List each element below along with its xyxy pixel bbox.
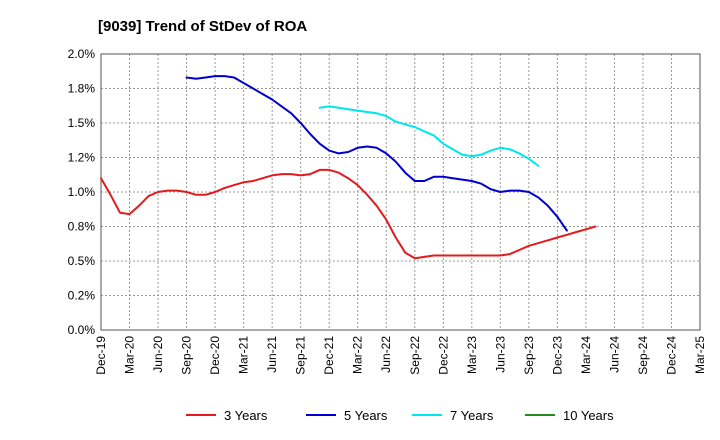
x-tick-label: Sep-21 [294,336,308,375]
x-tick-label: Jun-22 [379,336,393,373]
x-tick-label: Mar-23 [465,336,479,374]
x-tick-label: Jun-24 [607,336,621,373]
chart-title: [9039] Trend of StDev of ROA [98,18,307,35]
legend: 3 Years 5 Years 7 Years 10 Years [186,408,614,423]
y-tick-label: 2.0% [68,47,96,61]
legend-label-10-years: 10 Years [563,408,614,423]
x-tick-label: Dec-19 [94,336,108,375]
x-tick-label: Mar-21 [237,336,251,374]
x-tick-label: Dec-24 [664,336,678,375]
legend-label-3-years: 3 Years [224,408,268,423]
plot-area-border [100,53,701,331]
series-line-3-years [100,168,597,260]
x-tick-label: Dec-21 [322,336,336,375]
grid [100,53,701,331]
x-axis-ticks: Dec-19 Mar-20 Jun-20 Sep-20 Dec-20 Mar-21 Jun-… [94,336,707,375]
y-tick-label: 0.8% [68,220,96,234]
y-tick-label: 1.5% [68,116,96,130]
x-tick-label: Mar-25 [693,336,707,374]
x-tick-label: Mar-22 [351,336,365,374]
x-tick-label: Dec-23 [550,336,564,375]
legend-label-5-years: 5 Years [344,408,388,423]
y-tick-label: 0.5% [68,254,96,268]
x-tick-label: Sep-20 [180,336,194,375]
series-line-7-years [318,105,540,167]
y-tick-label: 1.0% [68,185,96,199]
x-tick-label: Sep-23 [522,336,536,375]
x-tick-label: Jun-21 [265,336,279,373]
x-tick-label: Mar-24 [579,336,593,374]
x-tick-label: Dec-20 [208,336,222,375]
y-tick-label: 0.0% [68,323,96,337]
x-tick-label: Jun-23 [493,336,507,373]
y-axis-ticks: 0.0% 0.2% 0.5% 0.8% 1.0% 1.2% 1.5% 1.8% 2.0% [68,47,96,337]
x-tick-label: Sep-24 [636,336,650,375]
y-tick-label: 0.2% [68,289,96,303]
y-tick-label: 1.8% [68,82,96,96]
x-tick-label: Sep-22 [408,336,422,375]
x-tick-label: Jun-20 [151,336,165,373]
y-tick-label: 1.2% [68,151,96,165]
series-line-5-years [185,75,568,232]
series-lines [100,75,597,260]
x-tick-label: Dec-22 [436,336,450,375]
legend-label-7-years: 7 Years [450,408,494,423]
plot-frame [100,53,701,331]
x-tick-label: Mar-20 [123,336,137,374]
